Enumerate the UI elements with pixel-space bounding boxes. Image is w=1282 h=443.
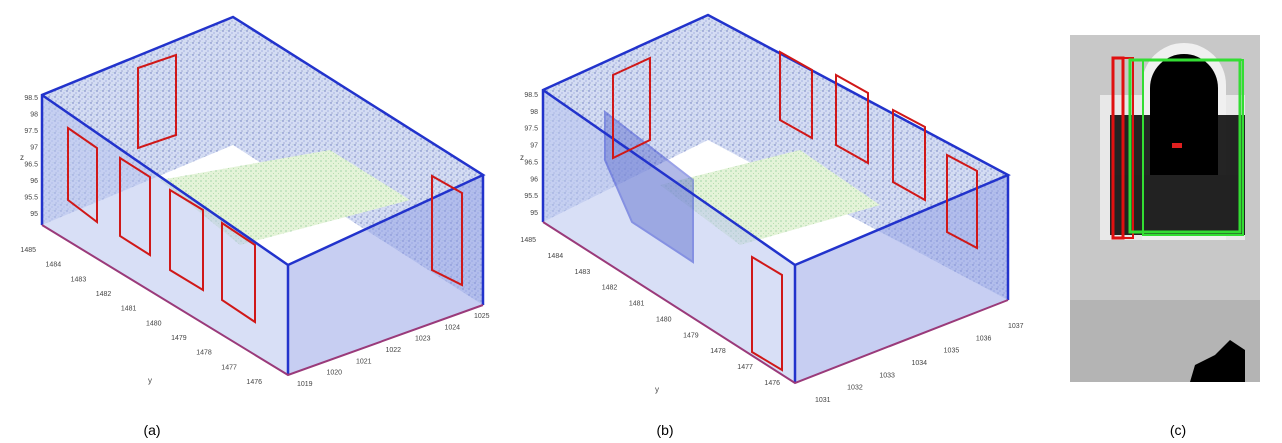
room-a	[42, 17, 483, 375]
tick-label: 1481	[121, 306, 137, 313]
tick-label: 1481	[629, 301, 645, 308]
tick-label: 1032	[847, 385, 863, 392]
tick-label: 1019	[297, 381, 313, 388]
tick-label: 1033	[879, 372, 895, 379]
tick-label: 1483	[71, 276, 87, 283]
tick-label: 1479	[683, 332, 699, 339]
tick-label: 98	[530, 109, 538, 116]
tick-label: 1024	[445, 324, 461, 331]
tick-label: 96	[30, 178, 38, 185]
tick-label: 1023	[415, 336, 431, 343]
axis-label: y	[655, 385, 659, 394]
tick-label: 1480	[146, 320, 162, 327]
tick-label: 1031	[815, 397, 831, 404]
caption: (a)	[143, 422, 160, 438]
tick-label: 1477	[737, 364, 753, 371]
tick-label: 1034	[912, 360, 928, 367]
axis-label: z	[20, 153, 24, 162]
tick-label: 97	[30, 145, 38, 152]
tick-label: 1477	[221, 364, 237, 371]
tick-label: 1483	[575, 269, 591, 276]
tick-label: 1021	[356, 358, 372, 365]
tick-label: 1025	[474, 313, 490, 320]
figure: (a) 98.5 98 97.5 97 96.5 96 95.5 95 z 1485 1484 1483…	[0, 0, 1282, 443]
tick-label: 1479	[171, 335, 187, 342]
tick-label: 1036	[976, 335, 992, 342]
axis-label: y	[148, 376, 152, 385]
tick-label: 1478	[710, 348, 726, 355]
tick-label: 1037	[1008, 323, 1024, 330]
tick-label: 1480	[656, 316, 672, 323]
tick-label: 1482	[96, 291, 112, 298]
tick-label: 1485	[520, 237, 536, 244]
tick-label: 1485	[20, 247, 36, 254]
tick-label: 98.5	[524, 92, 538, 99]
tick-label: 1484	[46, 262, 62, 269]
tick-label: 96.5	[524, 159, 538, 166]
caption: (c)	[1170, 422, 1186, 438]
tick-label: 1476	[764, 380, 780, 387]
tick-label: 1035	[944, 348, 960, 355]
caption: (b)	[656, 422, 673, 438]
tick-label: 1478	[196, 350, 212, 357]
tick-label: 96	[530, 176, 538, 183]
axis-label: z	[520, 153, 524, 162]
tick-label: 97.5	[24, 128, 38, 135]
tick-label: 1476	[246, 379, 262, 386]
room-b	[543, 15, 1008, 383]
tick-label: 1022	[386, 347, 402, 354]
tick-label: 1484	[548, 253, 564, 260]
tick-label: 95.5	[24, 194, 38, 201]
image-c	[1070, 35, 1260, 382]
tick-label: 97.5	[524, 126, 538, 133]
tick-label: 95	[30, 211, 38, 218]
tick-label: 1020	[327, 370, 343, 377]
tick-label: 1482	[602, 285, 618, 292]
tick-label: 98.5	[24, 95, 38, 102]
tick-label: 97	[530, 143, 538, 150]
tick-label: 98	[30, 112, 38, 119]
tick-label: 96.5	[24, 161, 38, 168]
tick-label: 95.5	[524, 193, 538, 200]
tick-label: 95	[530, 210, 538, 217]
